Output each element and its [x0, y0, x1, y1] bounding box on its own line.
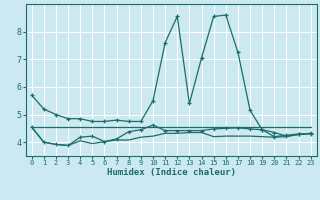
X-axis label: Humidex (Indice chaleur): Humidex (Indice chaleur) [107, 168, 236, 177]
